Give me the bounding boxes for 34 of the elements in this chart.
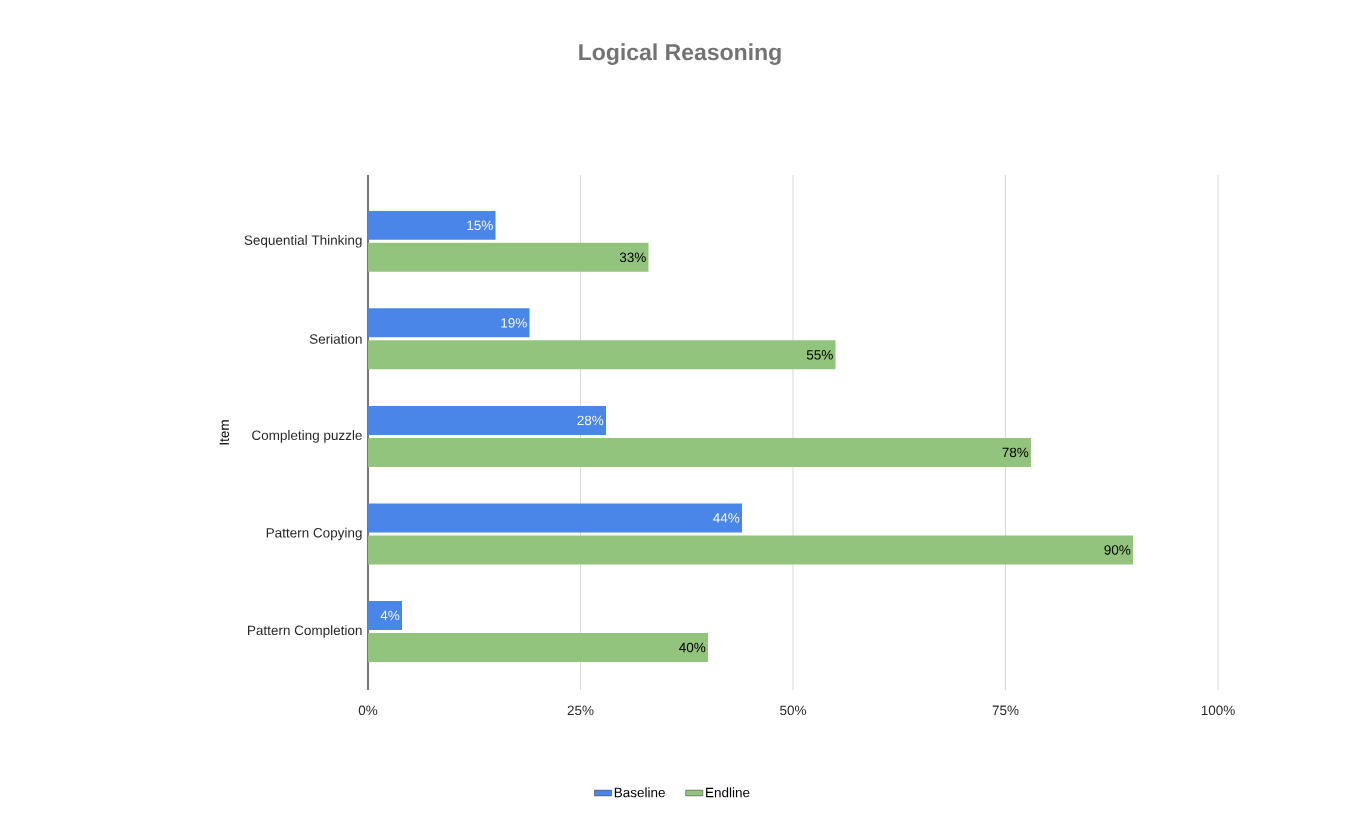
y-tick-label: Completing puzzle [252,430,362,443]
data-label: 90% [1104,545,1131,555]
bar [368,535,1134,565]
x-tick-label: 75% [992,705,1019,716]
data-label: 28% [577,415,604,426]
bar [368,210,496,240]
bar [368,308,530,338]
x-tick-label: 0% [358,705,378,716]
bar [368,503,742,533]
bar [368,242,649,272]
data-label: 44% [713,513,740,523]
y-tick-label: Seriation [309,333,362,344]
data-label: 19% [501,318,527,328]
x-tick-label: 25% [567,705,594,716]
data-label: 78% [1002,447,1029,458]
data-label: 55% [806,350,833,360]
bar [368,632,709,662]
bar [368,600,402,630]
chart-title: Logical Reasoning [579,43,781,65]
bar [368,340,836,370]
bar [368,437,1032,467]
bar [368,405,606,435]
legend-label: Endline [706,787,750,798]
x-tick-label: 50% [780,705,807,716]
y-axis-title: Item [219,420,230,445]
data-label: 4% [380,610,400,621]
data-label: 15% [467,220,493,231]
data-label: 40% [679,642,706,653]
legend-label: Baseline [614,787,665,798]
y-tick-label: Pattern Copying [266,527,362,541]
y-tick-label: Sequential Thinking [244,235,362,248]
x-tick-label: 100% [1201,705,1235,716]
y-tick-label: Pattern Completion [248,625,362,638]
data-label: 33% [619,252,646,263]
